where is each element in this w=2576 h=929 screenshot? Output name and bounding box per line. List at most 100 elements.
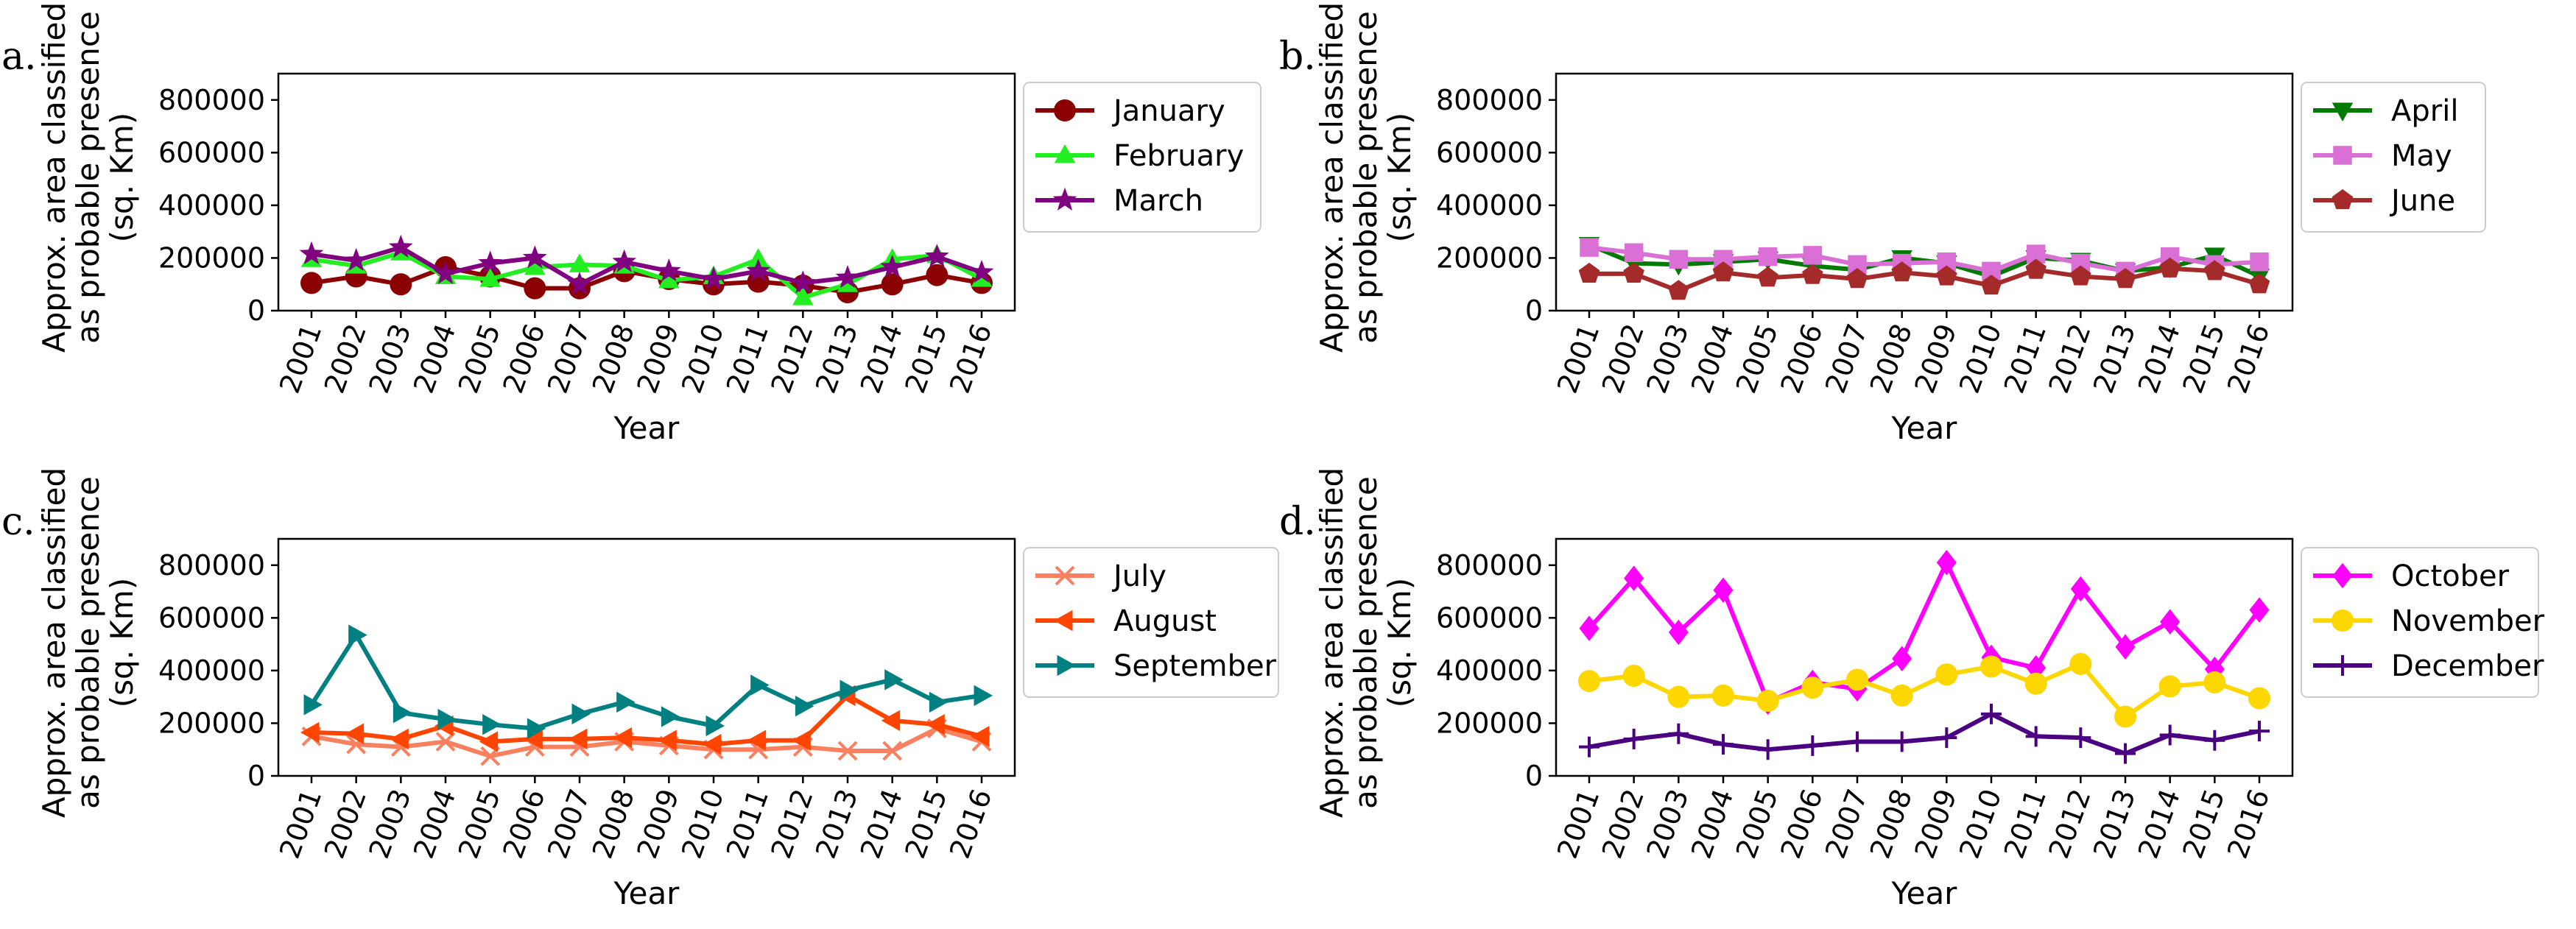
- data-point: [1623, 728, 1644, 749]
- data-point: [567, 272, 592, 295]
- data-point: [703, 733, 722, 755]
- y-tick-label: 400000: [1436, 654, 1543, 687]
- legend: April May June: [2301, 82, 2486, 233]
- y-axis-label: Approx. area classified: [1314, 2, 1350, 353]
- plot-frame: [277, 72, 1016, 312]
- legend-marker: [1052, 187, 1077, 211]
- x-axis-label: Year: [1891, 875, 1958, 911]
- data-point: [2025, 258, 2047, 279]
- marker-stroke: [1891, 731, 1912, 752]
- y-axis-label: as probable presence: [1348, 11, 1384, 344]
- legend-marker: [2332, 562, 2353, 589]
- marker-stroke: [2204, 730, 2225, 751]
- legend-label: August: [1113, 604, 1217, 638]
- y-axis-label: Approx. area classified: [36, 467, 72, 818]
- legend-label: April: [2391, 94, 2458, 128]
- data-point: [569, 728, 588, 750]
- data-point: [1936, 727, 1957, 749]
- marker-stroke: [2159, 724, 2181, 746]
- series-november: [1578, 652, 2270, 728]
- data-point: [571, 703, 591, 725]
- plot-frame: [277, 537, 1016, 777]
- plot-frame: [1555, 537, 2294, 777]
- data-point: [2115, 743, 2136, 764]
- data-point: [835, 265, 860, 289]
- marker-stroke: [1713, 734, 1734, 755]
- legend-entry: August: [1035, 604, 1217, 638]
- data-point: [2070, 727, 2091, 749]
- legend-marker: [2332, 102, 2354, 121]
- marker-stroke: [2332, 655, 2353, 676]
- data-point: [1846, 668, 1868, 691]
- data-point: [300, 272, 323, 294]
- y-tick-label: 200000: [158, 241, 265, 274]
- data-point: [2026, 244, 2046, 264]
- data-point: [926, 713, 945, 735]
- legend-entry: February: [1035, 139, 1244, 173]
- data-point: [2071, 253, 2091, 273]
- panel-label: c.: [1, 500, 35, 544]
- y-tick-label: 400000: [1436, 189, 1543, 222]
- data-point: [613, 727, 633, 749]
- legend-label: March: [1113, 184, 1203, 218]
- data-point: [2114, 268, 2136, 289]
- x-axis-label: Year: [1891, 410, 1958, 446]
- data-point: [661, 706, 680, 727]
- data-point: [616, 691, 636, 713]
- legend-marker: [1055, 565, 1075, 586]
- data-point: [1712, 261, 1734, 282]
- series-line: [1589, 266, 2260, 294]
- data-point: [1756, 690, 1779, 713]
- data-point: [437, 708, 457, 730]
- y-axis-label: (sq. Km): [104, 113, 140, 242]
- data-point: [2025, 726, 2047, 747]
- data-point: [1848, 255, 1867, 275]
- data-point: [2203, 671, 2226, 693]
- data-point: [1757, 266, 1778, 287]
- legend-entry: November: [2313, 604, 2545, 638]
- series-line: [1588, 245, 2260, 274]
- series-september: [303, 624, 993, 739]
- data-point: [750, 674, 770, 696]
- legend-entry: December: [2313, 649, 2544, 683]
- data-point: [348, 624, 367, 646]
- data-point: [971, 726, 990, 747]
- legend-label: May: [2391, 139, 2452, 173]
- data-point: [1578, 670, 1600, 693]
- data-point: [840, 679, 859, 701]
- data-point: [1713, 734, 1734, 755]
- data-point: [880, 254, 905, 278]
- legend-label: November: [2391, 604, 2545, 638]
- data-point: [2204, 730, 2225, 751]
- plot-frame: [1555, 72, 2294, 312]
- data-point: [303, 694, 323, 716]
- series-line: [311, 245, 982, 287]
- y-axis-label: as probable presence: [70, 11, 106, 344]
- data-point: [1622, 665, 1645, 688]
- data-point: [2249, 721, 2270, 742]
- y-tick-label: 800000: [1436, 549, 1543, 582]
- series-line: [311, 693, 982, 747]
- y-tick-label: 600000: [158, 136, 265, 169]
- series-line: [311, 250, 983, 300]
- data-point: [390, 273, 412, 296]
- data-point: [1802, 735, 1823, 756]
- data-point: [795, 695, 814, 717]
- legend-label: July: [1111, 559, 1166, 593]
- legend-entry: July: [1035, 559, 1166, 593]
- x-axis-label: Year: [613, 410, 680, 446]
- y-tick-label: 600000: [158, 601, 265, 634]
- data-point: [393, 702, 412, 724]
- y-tick-label: 200000: [1436, 707, 1543, 739]
- data-point: [882, 741, 903, 761]
- data-point: [1714, 250, 1733, 269]
- data-point: [881, 710, 901, 732]
- data-point: [926, 264, 949, 286]
- marker-stroke: [1668, 723, 1689, 744]
- marker-stroke: [2115, 743, 2136, 764]
- marker-stroke: [435, 732, 456, 752]
- y-tick-label: 400000: [158, 654, 265, 687]
- data-point: [435, 732, 456, 752]
